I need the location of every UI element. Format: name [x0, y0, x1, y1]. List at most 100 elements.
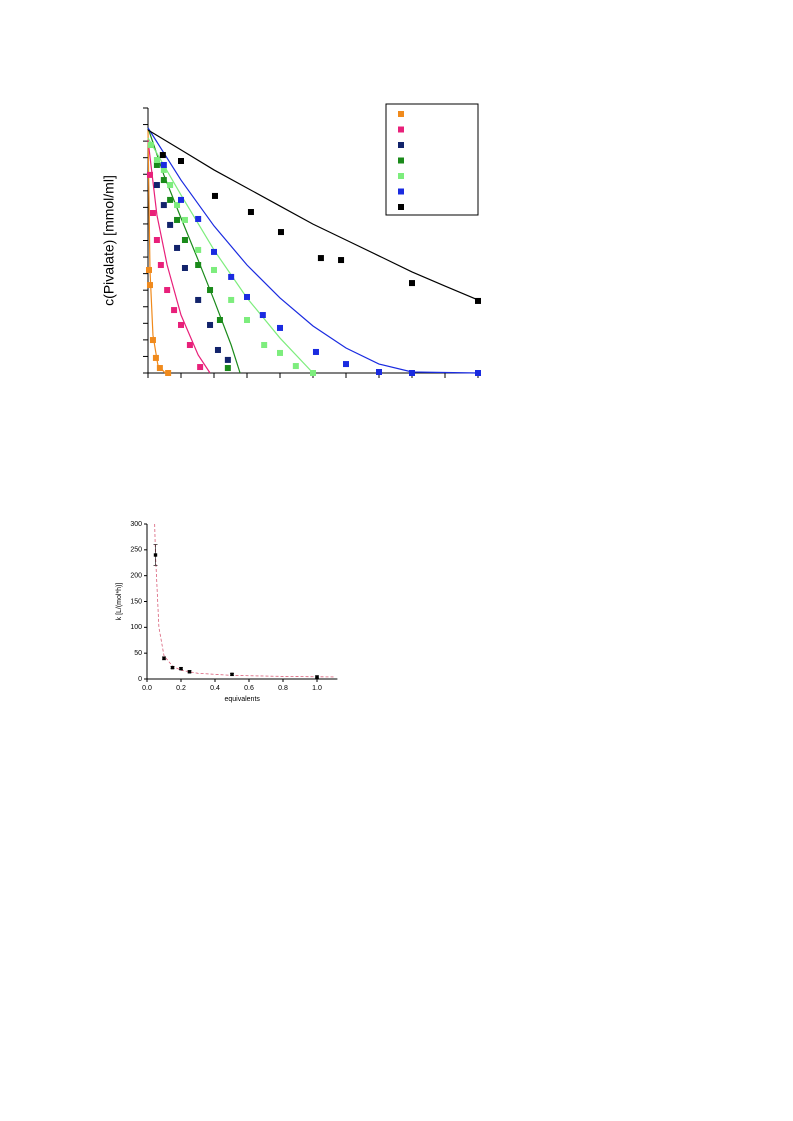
data-point — [167, 196, 174, 203]
y-axis-label: c(Pivalate) [mmol/ml] — [101, 175, 117, 306]
data-point — [409, 280, 415, 287]
data-point — [197, 364, 204, 371]
data-point — [376, 369, 382, 376]
legend-marker — [398, 142, 404, 148]
data-point — [244, 293, 250, 300]
data-point — [181, 216, 188, 223]
legend-marker — [398, 157, 404, 164]
x-tick-label: 0.2 — [176, 685, 186, 692]
data-point — [195, 246, 202, 253]
data-point — [152, 354, 159, 361]
data-point — [207, 287, 214, 294]
data-point — [228, 296, 235, 303]
data-point — [149, 337, 156, 344]
data-point — [146, 171, 153, 178]
data-point — [170, 665, 175, 670]
fit-line — [147, 129, 479, 301]
data-point — [211, 248, 217, 255]
data-point — [178, 321, 184, 328]
data-point — [162, 656, 166, 661]
x-tick-label: 0.6 — [244, 685, 254, 692]
data-point — [277, 229, 284, 236]
data-point — [216, 317, 223, 323]
data-point — [259, 312, 266, 319]
data-point — [186, 342, 193, 349]
legend-marker — [398, 188, 404, 195]
x-tick-label: 0.0 — [142, 685, 152, 692]
y-tick-label: 0 — [138, 676, 142, 683]
data-point — [179, 666, 183, 671]
data-point — [153, 237, 160, 244]
data-point — [145, 266, 152, 273]
data-point — [338, 257, 345, 264]
data-point — [244, 317, 250, 323]
data-point — [409, 370, 415, 376]
data-point — [230, 672, 234, 677]
data-point — [159, 152, 166, 159]
data-point — [153, 553, 158, 557]
data-point — [178, 158, 184, 164]
fit-line — [154, 523, 335, 678]
data-point — [147, 141, 154, 148]
data-point — [211, 266, 217, 273]
data-point — [157, 262, 164, 269]
data-point — [181, 264, 188, 271]
data-point — [292, 363, 299, 370]
fit-line — [147, 127, 241, 374]
x-tick-label: 0.4 — [210, 685, 220, 692]
y-tick-label: 300 — [130, 521, 142, 528]
data-point — [165, 370, 172, 376]
fit-line — [147, 137, 314, 374]
data-point — [181, 237, 188, 244]
data-point — [174, 202, 181, 209]
data-point — [228, 273, 235, 280]
data-point — [277, 324, 283, 331]
data-point — [187, 670, 192, 674]
data-point — [247, 209, 254, 216]
y-tick-label: 200 — [130, 573, 142, 580]
data-point — [167, 182, 174, 189]
data-point — [343, 361, 349, 368]
data-point — [261, 342, 268, 349]
data-point — [207, 321, 214, 328]
data-point — [178, 196, 184, 203]
y-tick-label: 100 — [130, 624, 142, 631]
legend-marker — [398, 204, 404, 210]
data-point — [164, 287, 171, 294]
data-point — [312, 348, 319, 355]
legend-marker — [398, 126, 404, 133]
data-point — [156, 365, 163, 372]
data-point — [160, 177, 167, 184]
data-point — [224, 365, 231, 372]
fit-line — [147, 127, 479, 374]
y-tick-label: 150 — [130, 598, 142, 605]
data-point — [224, 356, 231, 363]
data-point — [153, 161, 160, 168]
data-point — [171, 307, 178, 314]
y-tick-label: 250 — [130, 547, 142, 554]
x-tick-label: 1.0 — [312, 685, 322, 692]
legend-marker — [398, 111, 404, 117]
data-point — [195, 262, 202, 269]
data-point — [214, 346, 221, 353]
data-point — [149, 210, 156, 217]
data-point — [160, 202, 167, 209]
data-point — [475, 297, 481, 304]
data-point — [195, 215, 202, 222]
data-point — [315, 675, 319, 679]
data-point — [146, 282, 153, 289]
data-point — [174, 216, 181, 223]
y-axis-label: k [L/(mol*h)] — [116, 583, 123, 621]
data-point — [195, 296, 202, 303]
data-point — [211, 192, 218, 199]
x-tick-label: 0.8 — [278, 685, 288, 692]
data-point — [317, 255, 324, 262]
data-point — [174, 244, 181, 251]
data-point — [153, 182, 160, 189]
x-axis-label: equivalents — [224, 696, 260, 703]
legend-marker — [398, 173, 404, 179]
data-point — [153, 157, 160, 164]
fit-line — [147, 139, 211, 374]
y-tick-label: 50 — [134, 650, 142, 657]
